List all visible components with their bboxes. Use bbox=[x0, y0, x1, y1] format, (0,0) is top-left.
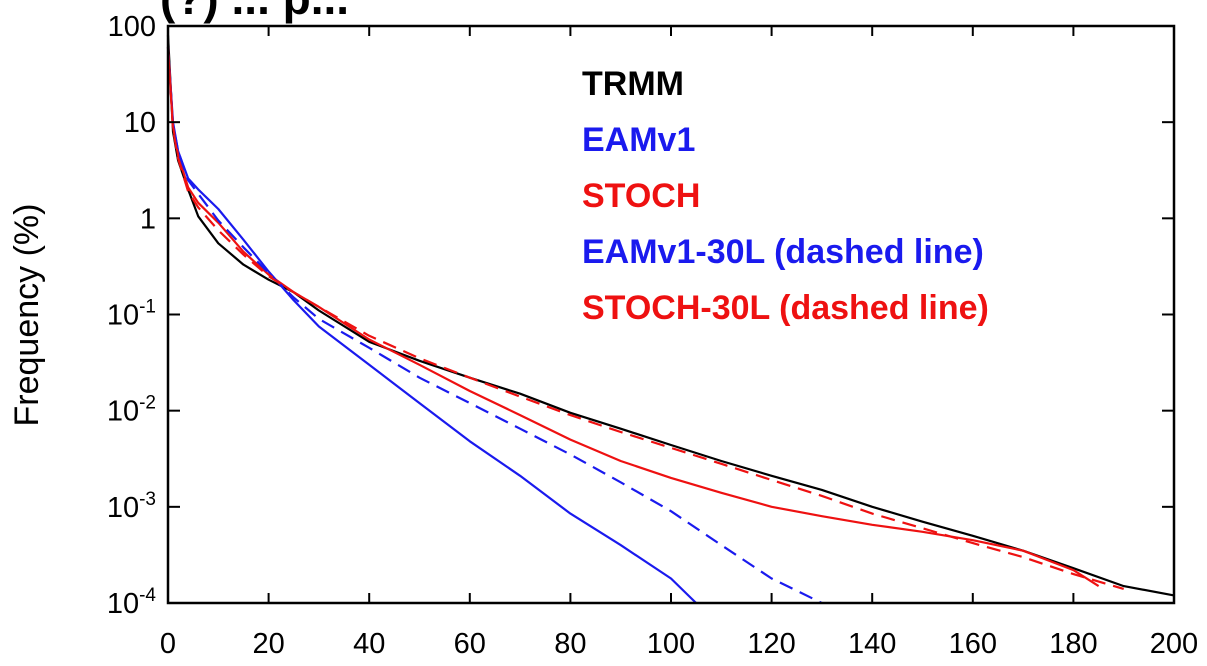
y-tick-label: 10-3 bbox=[107, 489, 156, 524]
legend-entry: EAMv1 bbox=[582, 121, 695, 159]
y-tick-label: 10-1 bbox=[107, 297, 156, 332]
legend-entry: TRMM bbox=[582, 65, 684, 103]
legend-entry: STOCH-30L (dashed line) bbox=[582, 289, 989, 327]
x-tick-label: 20 bbox=[252, 628, 284, 660]
legend: TRMM EAMv1 STOCH EAMv1-30L (dashed line) STO… bbox=[582, 65, 989, 327]
series-line-stoch-30l bbox=[166, 47, 1125, 590]
legend-entry: STOCH bbox=[582, 177, 700, 215]
y-axis-title: Frequency (%) bbox=[8, 204, 46, 427]
y-tick-label: 100 bbox=[108, 11, 156, 43]
x-tick-label: 60 bbox=[454, 628, 486, 660]
chart-title: (?) ... p... bbox=[160, 0, 349, 24]
legend-entry: EAMv1-30L (dashed line) bbox=[582, 233, 984, 271]
series-layer bbox=[166, 35, 1175, 604]
x-tick-label: 140 bbox=[848, 628, 896, 660]
y-tick-label: 10 bbox=[124, 107, 156, 139]
x-tick-label: 40 bbox=[353, 628, 385, 660]
x-tick-label: 180 bbox=[1049, 628, 1097, 660]
x-tick-label: 200 bbox=[1150, 628, 1198, 660]
series-line-eamv1 bbox=[166, 47, 697, 604]
series-line-trmm bbox=[166, 35, 1175, 597]
series-line-stoch bbox=[166, 47, 1100, 588]
plot-area: 0 20 40 60 80 100 120 140 160 180 200 100 10 1 10-1 10-… bbox=[107, 11, 1198, 660]
series-line-eamv1-30l bbox=[166, 47, 823, 604]
tick-layer: 0 20 40 60 80 100 120 140 160 180 200 100 10 1 10-1 10-… bbox=[107, 11, 1198, 660]
x-tick-label: 0 bbox=[160, 628, 176, 660]
x-tick-label: 120 bbox=[747, 628, 795, 660]
x-tick-label: 160 bbox=[949, 628, 997, 660]
x-tick-label: 80 bbox=[554, 628, 586, 660]
y-tick-label: 1 bbox=[140, 203, 156, 235]
x-tick-label: 100 bbox=[647, 628, 695, 660]
y-tick-label: 10-2 bbox=[107, 393, 156, 428]
y-tick-label: 10-4 bbox=[107, 585, 157, 620]
